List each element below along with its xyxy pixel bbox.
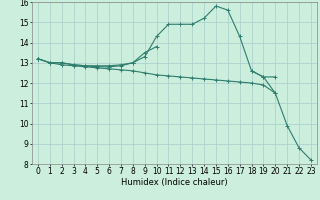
X-axis label: Humidex (Indice chaleur): Humidex (Indice chaleur) xyxy=(121,178,228,187)
